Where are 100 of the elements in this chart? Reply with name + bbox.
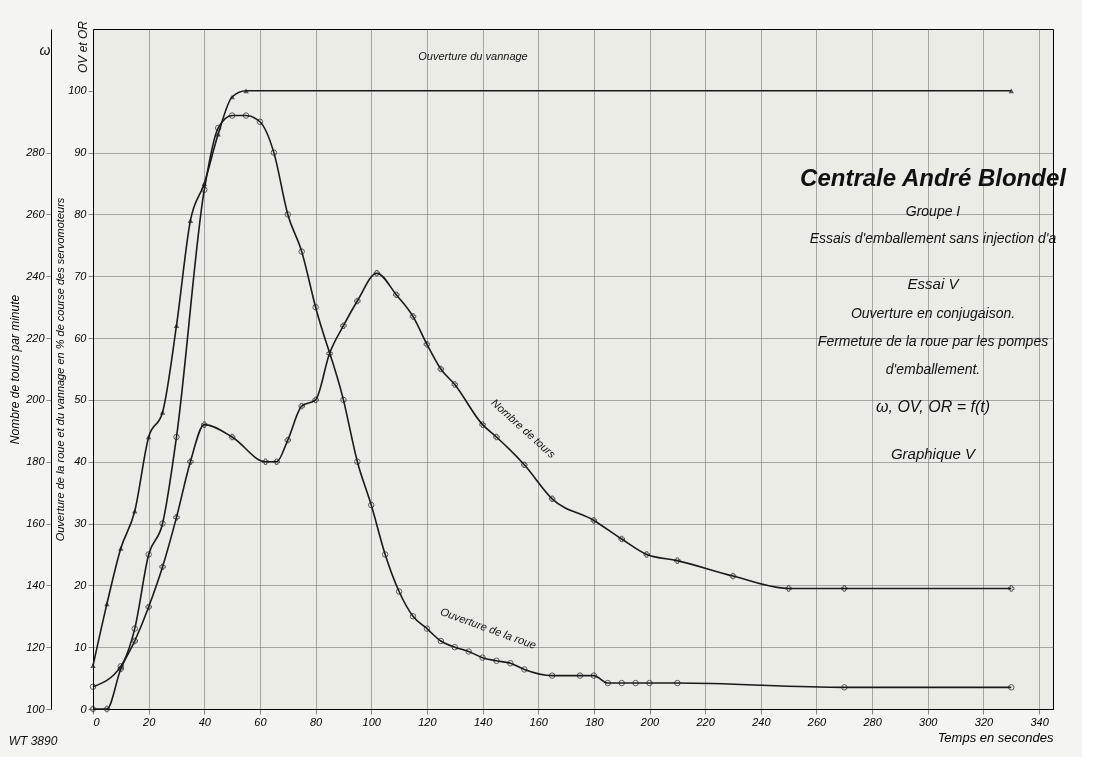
- point: [132, 508, 138, 514]
- point: [228, 433, 236, 441]
- annotation: Essai V: [907, 275, 961, 292]
- y2-tick-label: 40: [74, 455, 88, 468]
- y-tick-label: 260: [25, 207, 46, 220]
- point: [187, 458, 194, 465]
- annotation: ω, OV, OR = f(t): [876, 398, 990, 415]
- point: [548, 672, 556, 679]
- x-tick-label: 80: [309, 715, 324, 728]
- point: [451, 381, 458, 388]
- point: [242, 112, 250, 119]
- point: [270, 149, 278, 156]
- point: [423, 625, 431, 632]
- point: [117, 665, 125, 673]
- point: [90, 663, 96, 669]
- x-tick-label: 160: [529, 715, 549, 728]
- text: Groupe I: [905, 203, 961, 219]
- annotation: Fermeture de la roue par les pompes: [817, 333, 1049, 349]
- point: [437, 637, 445, 645]
- point: [674, 679, 681, 687]
- point: [103, 705, 111, 713]
- x-axis-title: Temps en secondes: [937, 729, 1054, 745]
- point: [340, 322, 347, 329]
- y2-tick-label: 30: [74, 517, 88, 530]
- point: [159, 409, 166, 415]
- y2-tick-label: 60: [74, 331, 88, 344]
- point: [262, 458, 269, 465]
- point: [1008, 88, 1014, 94]
- point: [187, 218, 194, 224]
- x-tick-label: 220: [695, 715, 716, 728]
- point: [201, 186, 208, 193]
- text: Ouverture du vannage: [418, 50, 528, 62]
- y-tick-label: 120: [26, 640, 46, 653]
- y-tick-label: 220: [25, 331, 46, 344]
- x-tick-label: 300: [919, 715, 939, 728]
- point: [284, 436, 292, 444]
- point: [618, 679, 625, 687]
- x-tick-label: 320: [974, 715, 994, 728]
- point: [201, 421, 208, 428]
- text: ω: [39, 42, 51, 58]
- point: [145, 551, 152, 558]
- y-tick-label: 200: [25, 393, 46, 406]
- point: [340, 396, 347, 404]
- y-axis-title: Nombre de tours par minute: [8, 294, 23, 445]
- annotation: d'emballement.: [885, 361, 981, 377]
- point: [590, 517, 598, 524]
- point: [479, 654, 486, 661]
- x-tick-label: 180: [585, 715, 605, 728]
- x-tick-label: 120: [418, 715, 438, 728]
- point: [214, 124, 222, 132]
- y2-tick-label: 90: [74, 146, 88, 159]
- point: [326, 350, 333, 357]
- point: [451, 643, 458, 651]
- point: [548, 495, 556, 503]
- y-tick-label: 240: [25, 269, 46, 282]
- y2-tick-label: 10: [74, 640, 88, 653]
- point: [243, 88, 249, 94]
- point: [298, 402, 305, 410]
- point: [632, 679, 639, 687]
- x-tick-label: 0: [93, 715, 101, 728]
- point: [284, 211, 292, 218]
- y2-axis-title: Ouverture de la roue et du vannage en % de course des servomoteurs: [54, 197, 67, 542]
- point: [643, 551, 650, 558]
- point: [507, 660, 514, 667]
- y2-tick-label: 50: [74, 393, 88, 406]
- y-tick-label: 140: [26, 578, 46, 591]
- point: [393, 291, 400, 299]
- point: [479, 421, 486, 428]
- point: [173, 514, 180, 521]
- point: [312, 396, 319, 404]
- point: [646, 679, 653, 687]
- point: [354, 458, 361, 465]
- point: [312, 303, 319, 311]
- point: [521, 666, 528, 673]
- x-tick-label: 100: [362, 715, 382, 728]
- point: [89, 705, 97, 713]
- point: [409, 613, 417, 620]
- x-tick-label: 20: [142, 715, 157, 728]
- point: [465, 648, 472, 655]
- point: [395, 588, 403, 595]
- point: [841, 585, 848, 592]
- point: [576, 672, 584, 679]
- point: [354, 297, 361, 305]
- annotation: Ouverture en conjugaison.: [850, 305, 1016, 321]
- point: [493, 657, 500, 665]
- point: [117, 663, 125, 670]
- y-tick-label: 280: [25, 146, 46, 159]
- y2-tick-label: 100: [68, 84, 88, 97]
- point: [729, 572, 737, 580]
- y-tick-label: 160: [26, 517, 46, 530]
- point: [256, 118, 264, 125]
- point: [521, 461, 528, 469]
- point: [131, 625, 138, 632]
- y2-tick-label: 20: [73, 578, 88, 591]
- point: [368, 501, 375, 509]
- point: [437, 365, 445, 373]
- point: [131, 637, 138, 645]
- point: [590, 672, 598, 679]
- point: [118, 545, 124, 551]
- point: [273, 458, 280, 465]
